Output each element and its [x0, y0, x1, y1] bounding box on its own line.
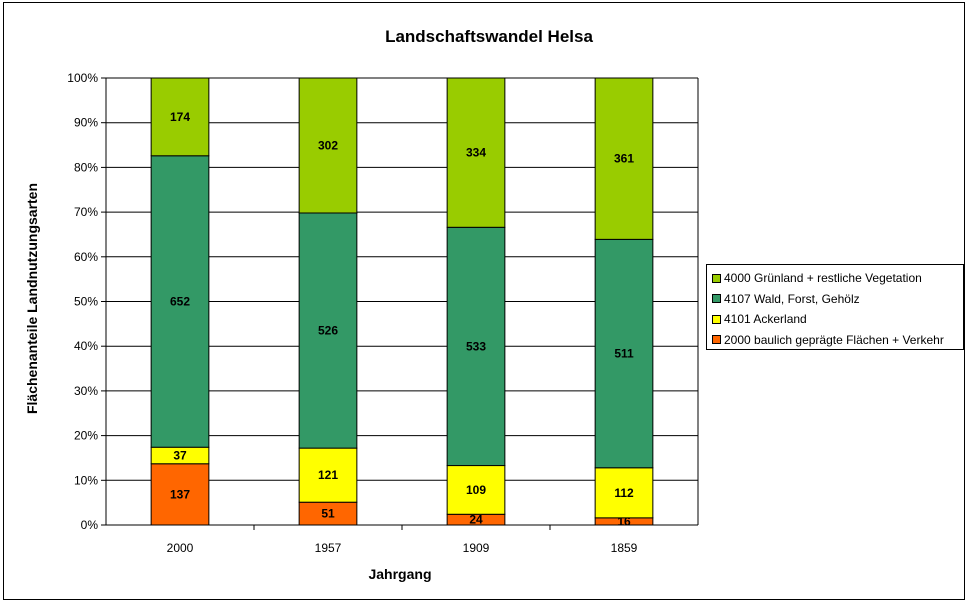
- stacked-bar-chart: Landschaftswandel Helsa Jahrgang Flächenan…: [24, 27, 699, 582]
- data-label: 24: [469, 513, 483, 527]
- legend-label: 4101 Ackerland: [724, 312, 807, 326]
- x-tick-label: 1957: [315, 541, 342, 555]
- chart-frame: Landschaftswandel Helsa Jahrgang Flächenan…: [3, 2, 965, 600]
- data-label: 302: [318, 138, 338, 152]
- y-tick-label: 40%: [74, 339, 98, 353]
- y-tick-label: 80%: [74, 160, 98, 174]
- data-label: 361: [614, 152, 634, 166]
- data-label: 526: [318, 324, 338, 338]
- y-tick-label: 0%: [81, 518, 99, 532]
- y-tick-label: 70%: [74, 205, 98, 219]
- data-label: 109: [466, 483, 486, 497]
- bar-segment: [150, 77, 210, 157]
- bar-segment: [446, 465, 506, 515]
- legend-item: 2000 baulich geprägte Flächen + Verkehr: [712, 332, 944, 348]
- bar-segment: [594, 77, 654, 240]
- data-label: 511: [614, 347, 634, 361]
- bar-segment: [150, 155, 210, 448]
- bar-segment: [594, 238, 654, 469]
- x-tick-label: 2000: [167, 541, 194, 555]
- y-tick-label: 50%: [74, 295, 98, 309]
- legend-item: 4101 Ackerland: [712, 311, 807, 327]
- legend-swatch: [712, 314, 721, 324]
- y-tick-label: 10%: [74, 473, 98, 487]
- x-tick-label: 1859: [611, 541, 638, 555]
- data-label: 652: [170, 295, 190, 309]
- y-tick-label: 20%: [74, 429, 98, 443]
- x-axis-title: Jahrgang: [368, 566, 431, 582]
- data-label: 174: [170, 110, 190, 124]
- x-tick-label: 1909: [463, 541, 490, 555]
- data-label: 51: [321, 507, 335, 521]
- legend-label: 4107 Wald, Forst, Gehölz: [724, 291, 860, 306]
- data-label: 533: [466, 339, 486, 353]
- legend-label: 2000 baulich geprägte Flächen + Verkehr: [724, 332, 944, 347]
- bar-segment: [298, 447, 358, 503]
- bar-segment: [298, 77, 358, 214]
- y-axis-title: Flächenanteile Landnutzungsarten: [24, 183, 40, 414]
- y-tick-label: 100%: [67, 71, 98, 85]
- y-tick-label: 30%: [74, 384, 98, 398]
- bar-segment: [150, 463, 210, 526]
- data-label: 121: [318, 468, 338, 482]
- data-label: 37: [173, 448, 187, 462]
- bar-segment: [446, 226, 506, 467]
- legend-label: 4000 Grünland + restliche Vegetation: [724, 271, 922, 285]
- chart-legend: 4000 Grünland + restliche Vegetation 4107…: [706, 264, 964, 350]
- bar-segment: [594, 467, 654, 519]
- legend-item: 4107 Wald, Forst, Gehölz: [712, 291, 860, 307]
- chart-title: Landschaftswandel Helsa: [385, 27, 593, 46]
- legend-swatch: [712, 273, 721, 283]
- data-label: 112: [614, 486, 634, 500]
- bar-segment: [446, 77, 506, 228]
- bar-segment: [298, 212, 358, 449]
- legend-swatch: [712, 335, 721, 344]
- legend-item: 4000 Grünland + restliche Vegetation: [712, 270, 922, 286]
- y-tick-label: 90%: [74, 116, 98, 130]
- data-label: 334: [466, 146, 486, 160]
- data-label: 137: [170, 487, 190, 501]
- y-tick-label: 60%: [74, 250, 98, 264]
- legend-swatch: [712, 294, 721, 303]
